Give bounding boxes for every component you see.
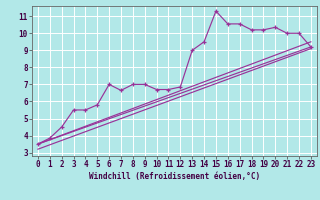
X-axis label: Windchill (Refroidissement éolien,°C): Windchill (Refroidissement éolien,°C) xyxy=(89,172,260,181)
